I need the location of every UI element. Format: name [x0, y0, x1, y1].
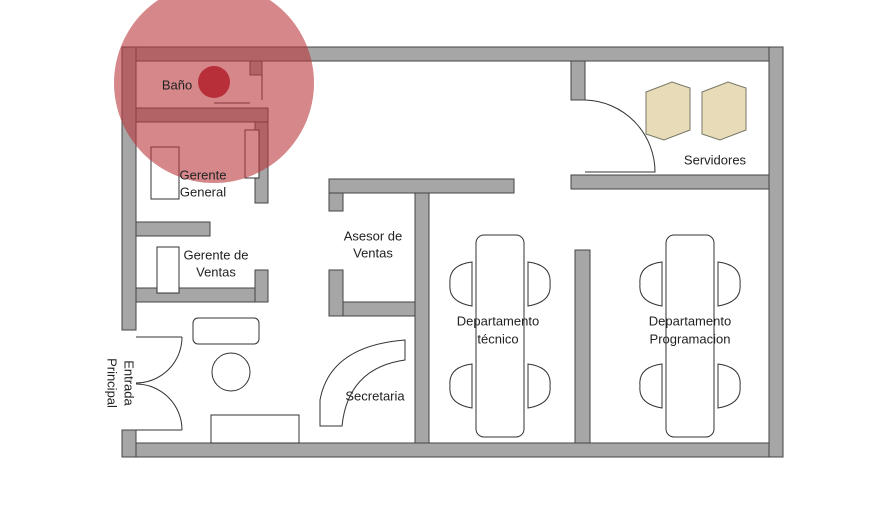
room-label: General [180, 184, 226, 199]
room-label: Ventas [353, 245, 393, 260]
room-label: Departamento [457, 313, 539, 328]
room-label: Servidores [684, 152, 747, 167]
room-label: Gerente de [183, 247, 248, 262]
chairs [449, 261, 741, 409]
servers [645, 81, 747, 141]
room-label: Departamento [649, 313, 731, 328]
room-label: Gerente [180, 167, 227, 182]
room-label: Asesor de [344, 228, 403, 243]
highlight-dot [198, 66, 230, 98]
entrance-label: Entrada [122, 360, 137, 406]
labels: Baño Gerente General Gerente de Ventas A… [105, 77, 747, 408]
room-label: Secretaria [345, 388, 405, 403]
room-label: Ventas [196, 264, 236, 279]
room-label: técnico [477, 331, 518, 346]
entrance-label: Principal [105, 358, 120, 408]
furniture [150, 81, 747, 444]
room-label: Baño [162, 77, 192, 92]
room-label: Programacion [650, 331, 731, 346]
